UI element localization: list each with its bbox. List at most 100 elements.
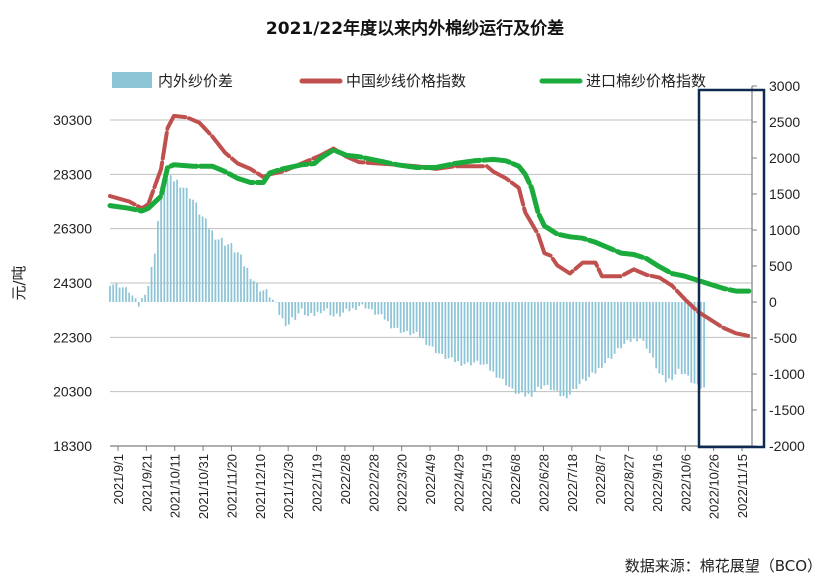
x-tick-label: 2021/12/30 xyxy=(281,454,296,519)
spread-bar xyxy=(374,302,376,315)
x-tick-label: 2021/12/10 xyxy=(253,454,268,519)
right-tick-label: -500 xyxy=(769,330,797,346)
spread-bar xyxy=(240,254,242,302)
spread-bar xyxy=(438,302,440,354)
spread-bar xyxy=(134,298,137,302)
spread-bar xyxy=(364,302,367,309)
spread-bar xyxy=(275,302,277,303)
spread-bar xyxy=(268,297,271,302)
spread-bar xyxy=(131,295,134,302)
spread-bar xyxy=(559,302,562,397)
spread-bar xyxy=(310,302,313,314)
spread-bar xyxy=(470,302,472,366)
spread-bar xyxy=(287,302,290,325)
left-tick-label: 18300 xyxy=(53,438,92,454)
spread-bar xyxy=(489,302,491,371)
spread-bar xyxy=(220,237,223,302)
spread-bar xyxy=(387,302,389,322)
spread-bar xyxy=(565,302,568,399)
spread-bar xyxy=(377,302,380,315)
spread-bar xyxy=(422,302,424,339)
spread-bar xyxy=(642,302,645,341)
spread-bar xyxy=(214,239,217,302)
left-tick-label: 22300 xyxy=(53,329,92,345)
spread-bar xyxy=(476,302,479,361)
spread-bar xyxy=(687,302,689,376)
spread-bar xyxy=(604,302,606,363)
spread-bar xyxy=(163,187,166,302)
spread-bar xyxy=(335,302,338,314)
spread-bar xyxy=(693,302,696,384)
spread-bar xyxy=(677,302,680,369)
spread-bar xyxy=(588,302,590,378)
spread-bar xyxy=(601,302,603,368)
spread-bar xyxy=(668,302,670,379)
spread-bar xyxy=(585,302,587,381)
spread-bar xyxy=(636,302,638,342)
spread-bar xyxy=(607,302,610,359)
spread-bar xyxy=(508,302,511,387)
spread-bar xyxy=(115,283,118,302)
spread-bar xyxy=(291,302,293,318)
right-tick-label: 3000 xyxy=(769,78,800,94)
spread-bar xyxy=(137,302,140,307)
spread-bar xyxy=(530,302,533,397)
x-tick-label: 2021/10/11 xyxy=(168,454,183,518)
spread-bar xyxy=(505,302,507,386)
spread-bar xyxy=(517,302,520,394)
spread-bar xyxy=(153,253,156,302)
spread-bar xyxy=(399,302,402,333)
spread-bar xyxy=(339,302,341,317)
x-tick-label: 2022/6/28 xyxy=(536,454,551,512)
spread-bar xyxy=(303,302,306,316)
spread-bar xyxy=(556,302,559,391)
legend-label-import-yarn: 进口棉纱价格指数 xyxy=(586,72,706,90)
spread-bar xyxy=(316,302,319,312)
spread-bar xyxy=(150,266,153,302)
spread-bar xyxy=(562,302,565,397)
spread-bar xyxy=(176,179,178,302)
spread-bar xyxy=(326,302,329,309)
spread-bar xyxy=(645,302,648,349)
spread-bar xyxy=(549,302,552,390)
spread-bar xyxy=(546,302,549,385)
spread-bar xyxy=(201,216,204,302)
spread-bar xyxy=(128,292,131,302)
spread-bar xyxy=(323,302,325,311)
x-tick-label: 2022/7/18 xyxy=(565,454,580,512)
x-tick-label: 2022/4/29 xyxy=(451,454,466,512)
right-tick-label: -1500 xyxy=(769,402,805,418)
spread-bar xyxy=(259,291,261,302)
left-tick-label: 30300 xyxy=(53,112,92,128)
spread-bar xyxy=(674,302,677,375)
spread-bar xyxy=(246,267,249,302)
legend-label-china-yarn: 中国纱线价格指数 xyxy=(346,72,466,90)
spread-bar xyxy=(294,302,297,320)
spread-bar xyxy=(524,302,527,397)
x-tick-label: 2021/11/20 xyxy=(224,454,239,518)
highlight-box xyxy=(697,88,766,449)
spread-bar xyxy=(613,302,616,354)
spread-bar xyxy=(396,302,399,328)
spread-bar xyxy=(616,302,619,349)
left-tick-label: 26300 xyxy=(53,221,92,237)
spread-bar xyxy=(217,239,220,302)
spread-bar xyxy=(169,175,172,302)
spread-bar xyxy=(208,229,210,302)
spread-bar xyxy=(578,302,581,385)
spread-bar xyxy=(684,302,686,374)
spread-bar xyxy=(144,294,147,302)
spread-bar xyxy=(182,187,185,302)
spread-bar xyxy=(412,302,415,334)
spread-bar xyxy=(345,302,348,309)
spread-bars xyxy=(109,175,705,399)
spread-bar xyxy=(537,302,539,387)
x-tick-label: 2022/8/27 xyxy=(622,454,637,512)
spread-bar xyxy=(252,280,255,302)
x-tick-label: 2021/10/31 xyxy=(196,454,211,519)
legend: 内外纱价差 中国纱线价格指数 进口棉纱价格指数 xyxy=(112,72,706,90)
spread-bar xyxy=(575,302,578,390)
spread-bar xyxy=(121,287,124,302)
spread-bar xyxy=(198,214,201,302)
